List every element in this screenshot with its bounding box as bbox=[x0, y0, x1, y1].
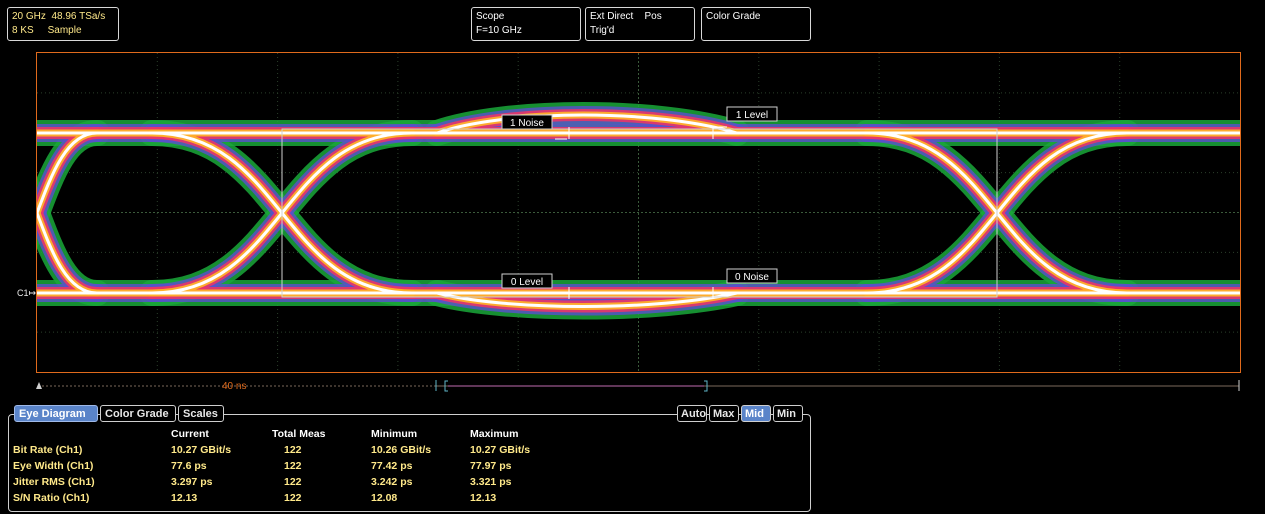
eye-trace-band bbox=[435, 113, 739, 135]
level1-marker-label: 1 Level bbox=[736, 110, 768, 121]
trigger-source: Ext Direct bbox=[590, 11, 634, 22]
display-mode-label: Color Grade bbox=[706, 11, 761, 22]
trigger-status: Trig'd bbox=[590, 25, 615, 36]
table-row[interactable]: Bit Rate (Ch1) 10.27 GBit/s 122 10.26 GB… bbox=[13, 442, 570, 458]
record-length-value: 8 KS bbox=[12, 25, 34, 36]
meas-max: 3.321 ps bbox=[470, 476, 512, 488]
meas-total: 122 bbox=[284, 444, 302, 456]
meas-min: 77.42 ps bbox=[371, 460, 413, 472]
measurement-panel: Current Total Meas Minimum Maximum Bit R… bbox=[8, 414, 811, 512]
scale-mid-button[interactable]: Mid bbox=[741, 405, 771, 422]
measurement-overlays: 1 Noise 1 Level 0 Level 0 Noise bbox=[281, 106, 998, 299]
scope-title: Scope bbox=[476, 11, 505, 22]
table-row[interactable]: S/N Ratio (Ch1) 12.13 122 12.08 12.13 bbox=[13, 490, 570, 506]
meas-total: 122 bbox=[284, 476, 302, 488]
scale-min-button[interactable]: Min bbox=[773, 405, 803, 422]
scope-info-box[interactable]: Scope F=10 GHz bbox=[471, 7, 581, 41]
meas-current: 77.6 ps bbox=[171, 460, 207, 472]
meas-name: Jitter RMS (Ch1) bbox=[13, 476, 95, 488]
header-name bbox=[13, 426, 171, 442]
noise1-marker-label-box bbox=[501, 114, 553, 130]
meas-current: 10.27 GBit/s bbox=[171, 444, 232, 456]
header-minimum: Minimum bbox=[371, 428, 418, 440]
table-row[interactable]: Eye Width (Ch1) 77.6 ps 122 77.42 ps 77.… bbox=[13, 458, 570, 474]
eye-trace-band bbox=[37, 131, 99, 218]
plot-grid bbox=[37, 53, 1240, 372]
timebase-bar[interactable]: 40 ns bbox=[36, 374, 1241, 394]
eye-diagram-plot[interactable]: 1 Noise 1 Level 0 Level 0 Noise bbox=[36, 52, 1241, 373]
eye-measurement-box bbox=[281, 128, 998, 298]
header-total: Total Meas bbox=[272, 428, 326, 440]
eye-trace-band bbox=[435, 291, 739, 308]
meas-total: 122 bbox=[284, 460, 302, 472]
level0-marker-label: 0 Level bbox=[511, 277, 543, 288]
noise0-marker-label: 0 Noise bbox=[735, 272, 769, 283]
bandwidth-value: 20 GHz bbox=[12, 11, 46, 22]
channel-marker[interactable]: C1↦ bbox=[17, 288, 37, 298]
meas-current: 3.297 ps bbox=[171, 476, 213, 488]
display-mode-box[interactable]: Color Grade bbox=[701, 7, 811, 41]
trigger-slope: Pos bbox=[644, 11, 662, 22]
meas-name: Eye Width (Ch1) bbox=[13, 460, 94, 472]
trigger-info-box[interactable]: Ext Direct Pos Trig'd bbox=[585, 7, 695, 41]
meas-min: 12.08 bbox=[371, 492, 398, 504]
scope-filter: F=10 GHz bbox=[476, 25, 522, 36]
scale-auto-button[interactable]: Auto bbox=[677, 405, 707, 422]
meas-min: 3.242 ps bbox=[371, 476, 413, 488]
meas-current: 12.13 bbox=[171, 492, 198, 504]
level0-marker-label-box bbox=[501, 273, 553, 289]
measurement-table: Current Total Meas Minimum Maximum Bit R… bbox=[13, 426, 570, 506]
eye-diagram-canvas: 1 Noise 1 Level 0 Level 0 Noise bbox=[37, 53, 1240, 372]
eye-trace-band bbox=[37, 208, 99, 295]
noise0-marker-label-box bbox=[726, 268, 778, 284]
meas-total: 122 bbox=[284, 492, 302, 504]
meas-max: 10.27 GBit/s bbox=[470, 444, 531, 456]
timebase-label: 40 ns bbox=[222, 381, 246, 392]
meas-name: Bit Rate (Ch1) bbox=[13, 444, 83, 456]
acquisition-mode-value: Sample bbox=[47, 25, 82, 36]
header-current: Current bbox=[171, 428, 209, 440]
tab-scales[interactable]: Scales bbox=[178, 405, 224, 422]
header-maximum: Maximum bbox=[470, 428, 519, 440]
sample-rate-value: 48.96 TSa/s bbox=[51, 11, 106, 22]
meas-name: S/N Ratio (Ch1) bbox=[13, 492, 90, 504]
meas-max: 12.13 bbox=[470, 492, 497, 504]
meas-min: 10.26 GBit/s bbox=[371, 444, 432, 456]
level1-marker-label-box bbox=[726, 106, 778, 122]
tab-eye-diagram[interactable]: Eye Diagram bbox=[14, 405, 98, 422]
acquisition-info-box[interactable]: 20 GHz 48.96 TSa/s 8 KS Sample bbox=[7, 7, 119, 41]
meas-max: 77.97 ps bbox=[470, 460, 512, 472]
trigger-position-icon bbox=[36, 382, 42, 389]
tab-color-grade[interactable]: Color Grade bbox=[100, 405, 176, 422]
eye-pattern bbox=[37, 102, 1240, 320]
table-row[interactable]: Jitter RMS (Ch1) 3.297 ps 122 3.242 ps 3… bbox=[13, 474, 570, 490]
scale-max-button[interactable]: Max bbox=[709, 405, 739, 422]
noise1-marker-label: 1 Noise bbox=[510, 118, 544, 129]
